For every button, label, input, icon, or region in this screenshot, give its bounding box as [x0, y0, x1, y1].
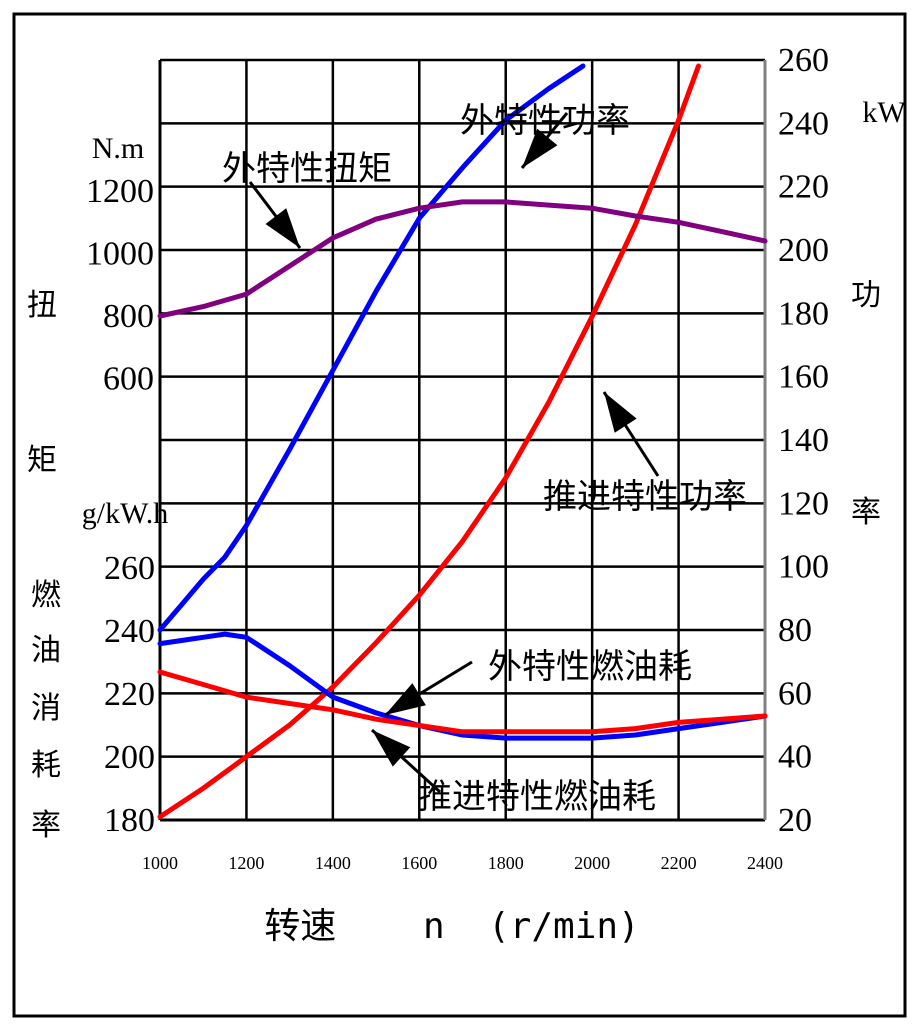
- arrow-prop-fuel-head: [372, 730, 411, 767]
- series-prop-power: [157, 63, 701, 820]
- arrow-ext-torque-head: [265, 208, 300, 248]
- left-bottom-tick-220: 220: [104, 676, 155, 713]
- left-top-tick-1000: 1000: [86, 236, 154, 273]
- x-tick-2000: 2000: [574, 853, 610, 873]
- x-tick-2200: 2200: [661, 853, 697, 873]
- left-bottom-ylabel-1: 燃: [31, 579, 61, 612]
- left-bottom-ylabel-3: 消: [31, 692, 61, 725]
- x-tick-1200: 1200: [228, 853, 264, 873]
- x-axis-title: 转速 n (r/min): [264, 906, 639, 947]
- x-tick-1600: 1600: [401, 853, 437, 873]
- right-tick-140: 140: [778, 422, 829, 459]
- label-prop-fuel: 推进特性燃油耗: [418, 778, 656, 816]
- series-ext-power: [157, 63, 586, 633]
- left-bottom-unit: g/kW.h: [82, 497, 168, 530]
- left-bottom-ylabel-4: 耗: [31, 749, 61, 782]
- left-bottom-tick-240: 240: [104, 613, 155, 650]
- right-tick-240: 240: [778, 105, 829, 142]
- left-bottom-tick-260: 260: [104, 550, 155, 587]
- right-tick-200: 200: [778, 232, 829, 269]
- label-ext-fuel: 外特性燃油耗: [488, 648, 692, 686]
- curves: [157, 63, 768, 820]
- series-ext-torque: [157, 199, 768, 319]
- arrow-prop-power-head: [604, 392, 637, 433]
- left-top-tick-1200: 1200: [86, 173, 154, 210]
- left-top-tick-600: 600: [103, 361, 154, 398]
- right-tick-20: 20: [778, 802, 812, 839]
- arrow-ext-fuel-head: [385, 683, 426, 715]
- tick-labels: 1000 1200 1400 1600 1800 2000 2200 2400 20 40 60 80…: [86, 42, 829, 873]
- x-tick-1800: 1800: [488, 853, 524, 873]
- left-bottom-ylabel-2: 油: [31, 634, 61, 667]
- label-prop-power: 推进特性功率: [543, 478, 747, 516]
- right-tick-100: 100: [778, 549, 829, 586]
- left-top-unit: N.m: [92, 132, 145, 165]
- arrows: [248, 112, 660, 794]
- right-unit: kW: [862, 96, 906, 129]
- right-tick-80: 80: [778, 612, 812, 649]
- right-ylabel-1: 功: [851, 279, 881, 312]
- left-bottom-ylabel-5: 率: [31, 809, 61, 842]
- right-tick-220: 220: [778, 169, 829, 206]
- right-tick-60: 60: [778, 675, 812, 712]
- right-tick-40: 40: [778, 739, 812, 776]
- right-ylabel-2: 率: [851, 496, 881, 529]
- arrow-ext-power-head: [522, 128, 558, 168]
- left-bottom-tick-200: 200: [104, 739, 155, 776]
- right-tick-120: 120: [778, 485, 829, 522]
- left-top-ylabel-1: 扭: [27, 289, 57, 322]
- right-tick-160: 160: [778, 359, 829, 396]
- left-top-ylabel-2: 矩: [27, 444, 57, 477]
- figure-frame: [12, 12, 907, 1018]
- label-ext-torque: 外特性扭矩: [222, 150, 392, 188]
- label-ext-power: 外特性功率: [460, 102, 630, 140]
- left-top-tick-800: 800: [103, 298, 154, 335]
- x-tick-1000: 1000: [142, 853, 178, 873]
- left-bottom-tick-180: 180: [104, 802, 155, 839]
- right-tick-180: 180: [778, 295, 829, 332]
- right-tick-260: 260: [778, 42, 829, 79]
- x-tick-2400: 2400: [747, 853, 783, 873]
- series-prop-fuel: [157, 669, 768, 735]
- x-tick-1400: 1400: [315, 853, 351, 873]
